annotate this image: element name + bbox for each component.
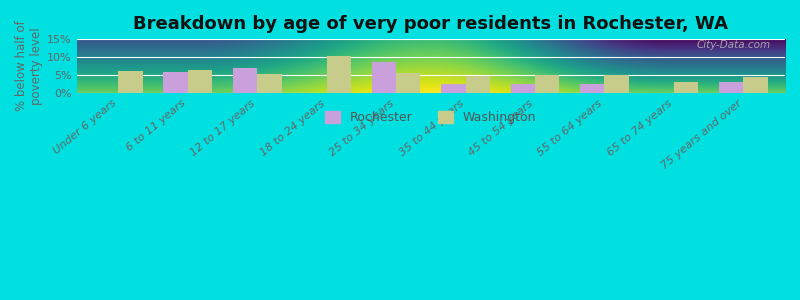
Bar — [674, 82, 698, 93]
Bar — [118, 70, 142, 93]
Bar — [233, 68, 258, 93]
Bar — [188, 70, 212, 93]
Bar — [510, 84, 535, 93]
Bar — [326, 56, 351, 93]
Bar — [466, 76, 490, 93]
Bar — [163, 72, 188, 93]
Bar — [372, 62, 396, 93]
Bar — [396, 73, 421, 93]
Bar — [258, 74, 282, 93]
Bar — [674, 82, 698, 93]
Bar — [719, 82, 743, 93]
Bar — [118, 70, 142, 93]
Bar — [442, 84, 466, 93]
Bar — [743, 77, 768, 93]
Y-axis label: % below half of
poverty level: % below half of poverty level — [15, 20, 43, 111]
Bar — [163, 72, 188, 93]
Bar — [719, 82, 743, 93]
Bar — [396, 73, 421, 93]
Bar — [535, 75, 559, 93]
Bar — [372, 62, 396, 93]
Bar — [535, 75, 559, 93]
Bar — [580, 84, 605, 93]
Bar — [580, 84, 605, 93]
Bar — [233, 68, 258, 93]
Bar — [510, 84, 535, 93]
Bar — [442, 84, 466, 93]
Legend: Rochester, Washington: Rochester, Washington — [320, 106, 542, 129]
Bar — [326, 56, 351, 93]
Bar — [743, 77, 768, 93]
Bar — [605, 75, 629, 93]
Bar — [258, 74, 282, 93]
Bar — [188, 70, 212, 93]
Bar — [466, 76, 490, 93]
Bar — [605, 75, 629, 93]
Title: Breakdown by age of very poor residents in Rochester, WA: Breakdown by age of very poor residents … — [134, 15, 728, 33]
Text: City-Data.com: City-Data.com — [697, 40, 771, 50]
